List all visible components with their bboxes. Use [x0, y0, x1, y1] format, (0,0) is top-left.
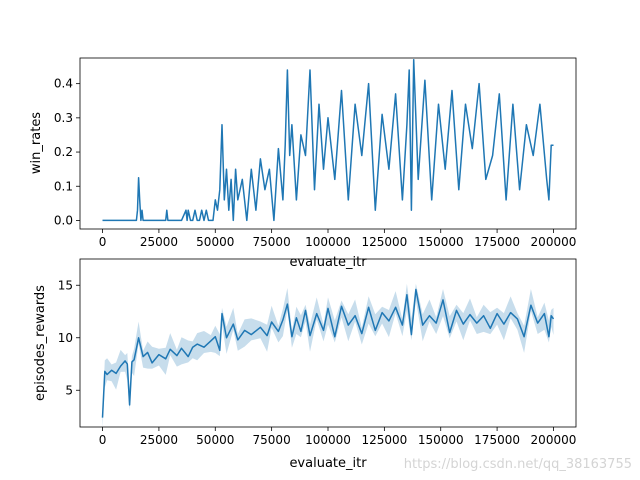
win-rates-subplot: 0 25000 50000 75000 100000 125000 150000 175000… [29, 57, 577, 270]
win-rates-x-tick-label: 175000 [474, 235, 520, 249]
watermark-text: https://blog.csdn.net/qq_38163755 [404, 457, 632, 472]
win-rates-plot-area [102, 58, 554, 222]
episodes-rewards-confidence-band [102, 283, 554, 427]
win-rates-x-axis-label: evaluate_itr [289, 255, 367, 270]
episodes-rewards-series-line-0 [101, 288, 555, 418]
win-rates-y-tick-label: 0.0 [54, 213, 73, 227]
win-rates-y-tick-label: 0.4 [54, 77, 73, 91]
episodes-rewards-plot-area [101, 283, 555, 427]
win-rates-y-tick-label: 0.1 [54, 179, 73, 193]
episodes-rewards-y-tick-label: 15 [58, 278, 73, 292]
win-rates-y-axis-label: win_rates [29, 112, 44, 174]
episodes-rewards-x-tick-label: 25000 [140, 433, 178, 447]
episodes-rewards-x-tick-label: 150000 [418, 433, 464, 447]
episodes-rewards-subplot: 0 25000 50000 75000 100000 125000 150000 175000… [33, 258, 577, 471]
win-rates-x-tick-label: 150000 [418, 235, 464, 249]
episodes-rewards-x-tick-label: 125000 [361, 433, 407, 447]
win-rates-x-tick-label: 25000 [140, 235, 178, 249]
episodes-rewards-x-tick-label: 50000 [196, 433, 234, 447]
win-rates-x-tick-label: 200000 [531, 235, 577, 249]
episodes-rewards-x-tick-label: 100000 [305, 433, 351, 447]
win-rates-x-tick-label: 50000 [196, 235, 234, 249]
episodes-rewards-x-tick-label: 200000 [531, 433, 577, 447]
win-rates-y-tick-label: 0.3 [54, 111, 73, 125]
win-rates-y-ticks: 0.0 0.1 0.2 0.3 0.4 [54, 77, 80, 227]
episodes-rewards-x-tick-label: 75000 [253, 433, 291, 447]
win-rates-x-tick-label: 75000 [253, 235, 291, 249]
win-rates-y-tick-label: 0.2 [54, 145, 73, 159]
episodes-rewards-x-ticks: 0 25000 50000 75000 100000 125000 150000 175000… [99, 427, 577, 447]
episodes-rewards-axes-frame [79, 258, 577, 428]
win-rates-x-tick-label: 125000 [361, 235, 407, 249]
episodes-rewards-y-ticks: 5 10 15 [58, 278, 80, 397]
episodes-rewards-x-axis-label: evaluate_itr [289, 456, 367, 471]
win-rates-x-tick-label: 0 [99, 235, 107, 249]
win-rates-x-ticks: 0 25000 50000 75000 100000 125000 150000 175000… [99, 229, 577, 249]
episodes-rewards-x-tick-label: 0 [99, 433, 107, 447]
episodes-rewards-y-tick-label: 10 [58, 331, 73, 345]
win-rates-series-line-0 [102, 58, 554, 222]
episodes-rewards-x-tick-label: 175000 [474, 433, 520, 447]
win-rates-axes-frame [79, 57, 577, 230]
episodes-rewards-y-tick-label: 5 [65, 383, 73, 397]
win-rates-x-tick-label: 100000 [305, 235, 351, 249]
episodes-rewards-y-axis-label: episodes_rewards [33, 285, 48, 401]
